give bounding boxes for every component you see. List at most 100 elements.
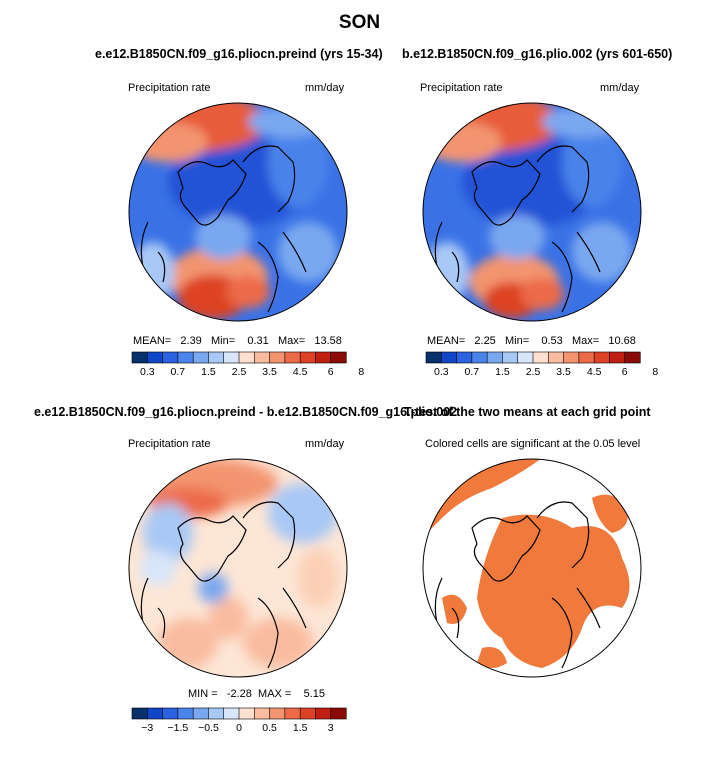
map2-coastline-greenland [536,145,590,213]
panel1-mean-value: 2.39 [180,335,202,347]
colorbar1-swatch [208,351,225,364]
map3-coastline-europe [257,587,307,669]
panel1-stats: MEAN= 2.39 Min= 0.31 Max= 13.58 [133,335,342,347]
panel4-note: Colored cells are significant at the 0.0… [425,438,641,450]
colorbar2-swatch [532,351,549,364]
colorbar3-swatch [131,707,148,720]
colorbar2-swatch [547,351,565,364]
panel3-variable: Precipitation rate [128,438,211,450]
colorbar1-swatch [284,351,301,364]
colorbar2-swatch [563,351,580,364]
colorbar3-swatch [315,707,332,720]
colorbar-panel3: −3 −1.5 −0.5 0 0.5 1.5 3 [131,707,347,734]
colorbar1-swatch [146,351,164,364]
map4-coastline-greenland [536,501,590,569]
map3-coastline-canada [177,515,247,582]
map4-coastline-europe [551,587,601,669]
colorbar3-swatch [192,707,210,720]
colorbar1-tick-label: 8 [358,366,364,378]
panel2-stats: MEAN= 2.25 Min= 0.53 Max= 10.68 [427,335,636,347]
panel1-mean-label: MEAN= [133,335,172,347]
panel1-variable: Precipitation rate [128,82,211,94]
colorbar2-swatch [456,351,473,364]
colorbar2-swatch [440,351,458,364]
colorbar2-tick-label: 6 [622,366,628,378]
colorbar2-tick-label: 4.5 [587,366,602,378]
colorbar2-swatch [609,351,626,364]
panel3-title: e.e12.B1850CN.f09_g16.pliocn.preind - b.… [34,405,458,419]
colorbar1-swatch [223,351,240,364]
panel2-mean-value: 2.25 [474,335,496,347]
panel2-mean-label: MEAN= [427,335,466,347]
map1-coastline-greenland [242,145,296,213]
map2-coastline-europe [551,231,601,313]
colorbar3-swatch [299,707,317,720]
colorbar2-swatch [425,351,442,364]
colorbar2-swatch [502,351,519,364]
colorbar1-swatch [253,351,271,364]
panel4-title: T-test of the two means at each grid poi… [404,405,651,419]
map1-coastline-asia [140,221,166,283]
colorbar1-swatch [269,351,286,364]
colorbar1-swatch [177,351,194,364]
panel3-max-label: MAX = [258,688,292,700]
panel1-title: e.e12.B1850CN.f09_g16.pliocn.preind (yrs… [95,47,383,61]
colorbar3-swatch [208,707,225,720]
colorbar-panel2: 0.3 0.7 1.5 2.5 3.5 4.5 6 8 [425,351,658,378]
panel3-min-value: -2.28 [226,688,252,700]
colorbar3-tick-label: −0.5 [198,722,219,734]
colorbar1-swatch [192,351,210,364]
colorbar3-swatch [146,707,164,720]
map2-boundary [422,102,642,322]
colorbar1-tick-label: 3.5 [262,366,277,378]
colorbar2-tick-label: 1.5 [495,366,510,378]
panel2-max-value: 10.68 [608,335,636,347]
colorbar1-tick-label: 0.3 [140,366,155,378]
colorbar2-tick-label: 0.3 [434,366,449,378]
panel3-units: mm/day [305,438,345,450]
map4-boundary [422,458,642,678]
map4-coastline-canada [471,515,541,582]
colorbar1-swatch [315,351,332,364]
panel3-stats: MIN = -2.28 MAX = 5.15 [188,688,325,700]
panel2-max-label: Max= [571,335,600,347]
colorbar1-tick-label: 1.5 [201,366,216,378]
colorbar1-swatch [162,351,179,364]
colorbar-panel1: 0.3 0.7 1.5 2.5 3.5 4.5 6 8 [131,351,364,378]
colorbar3-swatch [223,707,240,720]
colorbar2-swatch [593,351,611,364]
colorbar1-tick-label: 2.5 [232,366,247,378]
colorbar1-tick-label: 6 [328,366,334,378]
colorbar1-tick-label: 4.5 [293,366,308,378]
map3-coastline-greenland [242,501,296,569]
colorbar3-swatch [238,707,255,720]
colorbar1-tick-label: 0.7 [171,366,186,378]
panel2-variable: Precipitation rate [420,82,503,94]
colorbar3-tick-label: 0 [236,722,242,734]
colorbar3-tick-label: −3 [141,722,153,734]
colorbar2-swatch [624,351,641,364]
map3-boundary [128,458,348,678]
colorbar2-swatch [471,351,488,364]
map1-boundary [128,102,348,322]
map-panel4 [422,458,642,678]
panel2-min-value: 0.53 [541,335,563,347]
colorbar3-swatch [269,707,286,720]
colorbar2-swatch [486,351,504,364]
map-panel1 [128,102,348,322]
colorbar1-swatch [330,351,347,364]
colorbar2-tick-label: 8 [652,366,658,378]
panel1-units: mm/day [305,82,345,94]
colorbar2-tick-label: 2.5 [526,366,541,378]
panel3-min-label: MIN = [188,688,218,700]
panel2-title: b.e12.B1850CN.f09_g16.plio.002 (yrs 601-… [402,47,673,61]
colorbar1-swatch [131,351,148,364]
colorbar2-tick-label: 0.7 [465,366,480,378]
map1-coastline-europe [257,231,307,313]
panel3-max-value: 5.15 [303,688,326,700]
colorbar3-tick-label: 1.5 [293,722,308,734]
panel1-min-value: 0.31 [247,335,269,347]
colorbar2-swatch [578,351,595,364]
colorbar3-swatch [253,707,271,720]
panel1-max-label: Max= [277,335,306,347]
